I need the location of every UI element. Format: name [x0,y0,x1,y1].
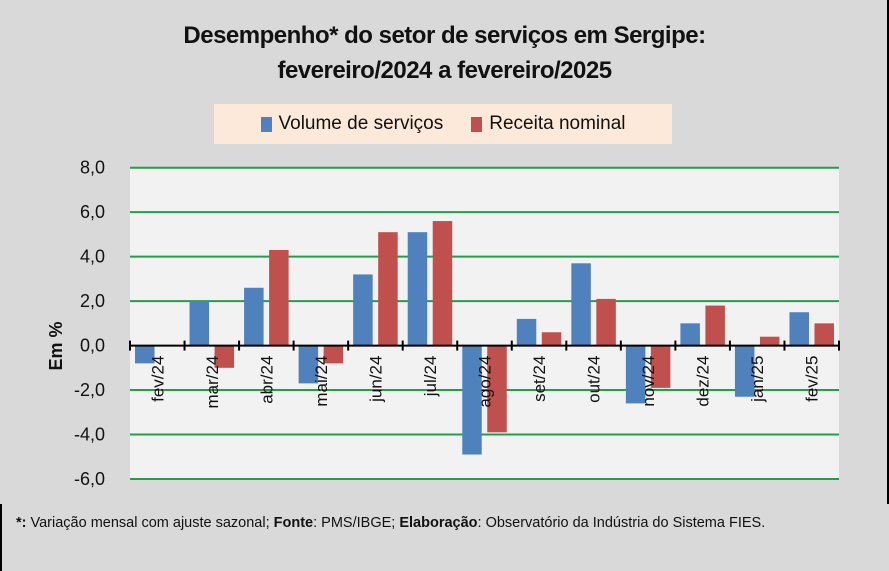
plot-area [130,167,839,479]
bar-receita [705,305,725,346]
chart-subtitle: fevereiro/2024 a fevereiro/2025 [277,57,612,84]
bar-volume [789,312,809,346]
x-category-label: nov/24 [639,356,658,407]
x-category-label: fev/24 [148,356,167,402]
bar-volume [244,287,264,346]
y-tick-label: 4,0 [80,247,105,267]
bar-volume [353,274,373,346]
legend-label-receita: Receita nominal [489,113,626,134]
bar-receita [323,345,344,364]
bar-receita [269,249,289,346]
x-category-label: jun/24 [366,356,385,403]
y-axis-title: Em % [46,321,66,370]
footnote-source-label: Fonte [273,515,314,531]
footnote-authorship-text: : Observatório da Indústria do Sistema F… [477,515,766,531]
chart-title-line-1: Desempenho* do setor de serviços em Serg… [183,22,706,49]
x-category-label: out/24 [585,356,604,403]
legend-item-receita: Receita nominal [471,113,626,135]
y-tick-label: -6,0 [74,469,105,489]
x-category-label: abr/24 [257,356,276,404]
bar-volume [680,323,700,346]
footnote-star-label: *: [16,515,27,531]
bar-volume [734,345,755,397]
bar-volume [571,263,591,346]
bar-receita [814,323,834,346]
bar-volume [516,318,537,346]
bar-receita [650,345,671,388]
bar-receita [541,332,562,346]
frame-border-right [887,0,889,504]
bar-receita [759,336,780,346]
y-tick-label: 8,0 [80,158,105,178]
y-tick-label: -4,0 [74,425,105,445]
legend-swatch-receita [471,116,483,132]
x-category-label: dez/24 [694,356,713,407]
y-tick-label: 6,0 [80,202,105,222]
legend-swatch-volume [260,116,272,132]
bar-receita [487,345,507,433]
x-category-label: mar/24 [203,356,222,409]
legend-label-volume: Volume de serviços [278,113,444,134]
bar-volume [407,232,428,346]
chart-title: Desempenho* do setor de serviços em Serg… [0,18,889,88]
bar-volume [298,345,319,384]
bar-receita [596,298,616,346]
bar-receita [214,345,235,368]
bar-volume [462,345,482,455]
bar-receita [432,221,453,346]
frame-border-left [0,504,2,571]
bar-receita [378,232,398,346]
legend-item-volume: Volume de serviços [260,113,444,135]
x-category-label: set/24 [530,356,549,402]
chart-legend: Volume de serviços Receita nominal [214,104,672,144]
bar-chart: 8,0 6,0 4,0 2,0 0,0 -2,0 -4,0 -6,0 fev/24 mar/24… [46,158,840,489]
bar-volume [189,301,210,346]
bar-volume [625,345,646,404]
footnote-star-text: Variação mensal com ajuste sazonal; [26,515,274,531]
x-category-label: ago/24 [476,356,495,408]
x-category-label: fev/25 [803,356,822,402]
footnote: *: Variação mensal com ajuste sazonal; F… [16,512,866,535]
footnote-source-text: : PMS/IBGE; [313,515,400,531]
y-tick-label: -2,0 [74,380,105,400]
y-tick-label: 0,0 [80,336,105,356]
x-category-label: jan/25 [748,356,767,403]
bar-volume [135,345,155,364]
footnote-authorship-label: Elaboração [399,515,478,531]
y-tick-label: 2,0 [80,291,105,311]
x-category-label: jul/24 [421,356,440,398]
x-category-label: mai/24 [312,356,331,407]
